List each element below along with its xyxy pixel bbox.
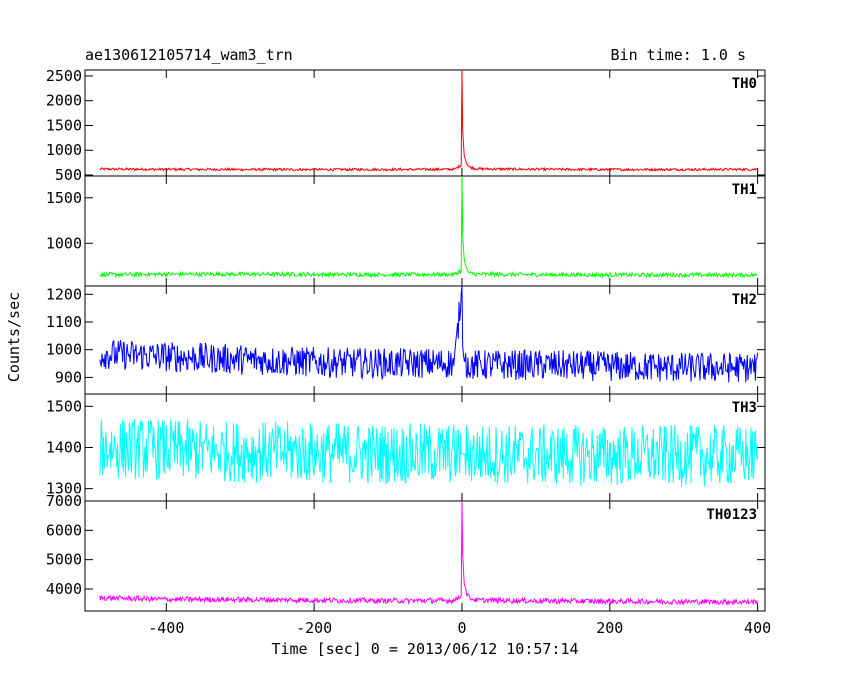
series-line-th2 (99, 286, 759, 383)
y-tick-label: 1000 (46, 341, 82, 359)
panel-th3: 1300 1400 1500 TH3 (46, 393, 766, 502)
header-right-label: Bin time: 1.0 s (611, 46, 746, 64)
y-tick-label: 2500 (46, 67, 82, 85)
y-tick-label: 1200 (46, 285, 82, 303)
panel-label: TH3 (732, 400, 757, 416)
panels-group: 500 1000 1500 2000 2500 TH0 1000 1500 TH1 900 1000… (46, 67, 766, 612)
x-tick-label: 400 (744, 619, 771, 637)
y-tick-label: 6000 (46, 521, 82, 539)
series-line-th0123 (99, 501, 759, 606)
panel-frame (84, 175, 766, 287)
x-tick-label: -200 (296, 619, 332, 637)
panel-label: TH0 (732, 76, 757, 92)
x-axis-label: Time [sec] 0 = 2013/06/12 10:57:14 (271, 640, 578, 658)
y-tick-label: 1100 (46, 313, 82, 331)
y-tick-label: 900 (55, 368, 82, 386)
panel-frame (84, 285, 766, 395)
x-tick-label: -400 (148, 619, 184, 637)
header-left-label: ae130612105714_wam3_trn (85, 46, 293, 64)
y-tick-label: 1000 (46, 234, 82, 252)
panel-label: TH2 (732, 292, 757, 308)
y-tick-label: 2000 (46, 92, 82, 110)
y-tick-label: 1300 (46, 480, 82, 498)
y-tick-label: 500 (55, 166, 82, 184)
panel-th0123: 4000 5000 6000 7000 TH0123 (46, 492, 766, 612)
panel-label: TH1 (732, 182, 757, 198)
panel-th1: 1000 1500 TH1 (46, 175, 766, 287)
series-line-th3 (99, 419, 759, 487)
y-tick-label: 7000 (46, 492, 82, 510)
y-tick-label: 1500 (46, 189, 82, 207)
series-line-th1 (99, 176, 758, 279)
series-line-th0 (99, 70, 759, 173)
y-tick-label: 1500 (46, 397, 82, 415)
y-tick-label: 1400 (46, 439, 82, 457)
panel-frame (84, 500, 766, 612)
x-tick-label: 0 (457, 619, 466, 637)
y-tick-label: 1500 (46, 116, 82, 134)
y-tick-label: 4000 (46, 580, 82, 598)
panel-label: TH0123 (706, 507, 757, 523)
y-tick-label: 5000 (46, 551, 82, 569)
x-axis: -400 -200 0 200 400 (148, 619, 771, 637)
y-tick-label: 1000 (46, 141, 82, 159)
x-tick-label: 200 (596, 619, 623, 637)
panel-th2: 900 1000 1100 1200 TH2 (46, 285, 766, 395)
panel-th0: 500 1000 1500 2000 2500 TH0 (46, 67, 766, 184)
panel-frame (84, 69, 766, 177)
y-axis-label: Counts/sec (5, 292, 23, 382)
